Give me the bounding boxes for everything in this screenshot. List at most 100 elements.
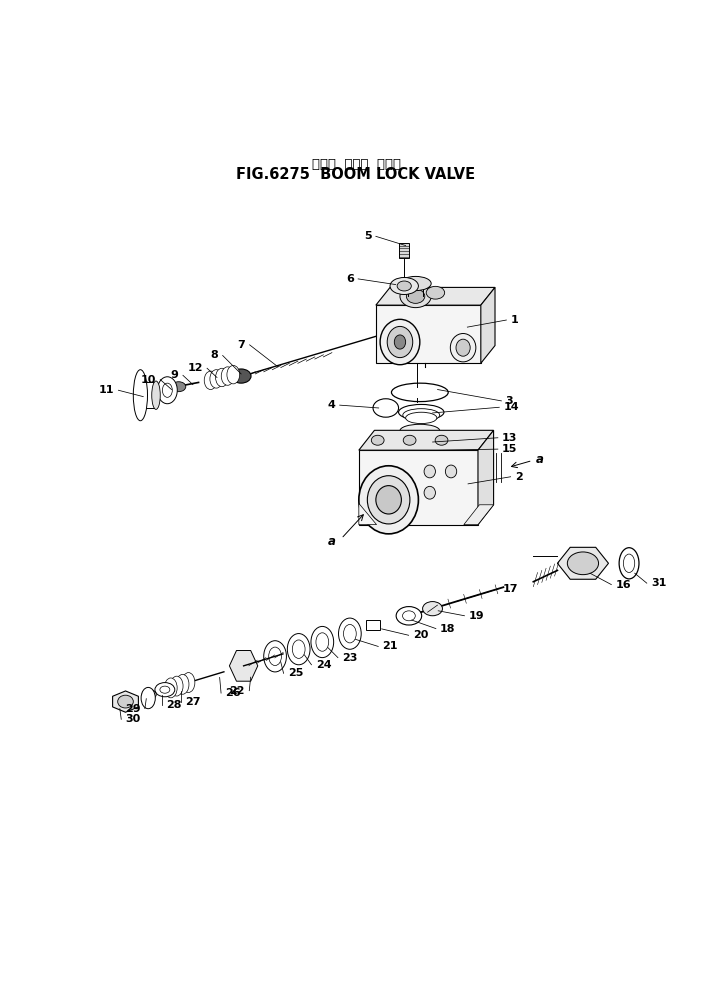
Text: 13: 13	[502, 433, 518, 443]
Text: 21: 21	[382, 642, 398, 652]
Ellipse shape	[182, 673, 195, 692]
Text: 11: 11	[99, 386, 114, 396]
Text: 30: 30	[125, 714, 141, 724]
Polygon shape	[229, 651, 258, 681]
Ellipse shape	[392, 383, 448, 402]
Ellipse shape	[204, 371, 217, 390]
Text: 23: 23	[342, 653, 357, 663]
Bar	[410, 430, 430, 453]
Text: 24: 24	[315, 660, 331, 670]
Text: 3: 3	[506, 396, 513, 405]
Text: 18: 18	[440, 624, 456, 634]
Ellipse shape	[390, 278, 419, 295]
Ellipse shape	[423, 601, 442, 616]
Ellipse shape	[311, 626, 334, 658]
Text: 1: 1	[511, 315, 518, 325]
Ellipse shape	[221, 367, 234, 386]
Polygon shape	[359, 503, 377, 524]
Ellipse shape	[227, 365, 240, 384]
Polygon shape	[464, 504, 493, 524]
Ellipse shape	[402, 441, 438, 460]
Ellipse shape	[450, 333, 476, 362]
Ellipse shape	[170, 676, 183, 696]
Ellipse shape	[133, 370, 147, 420]
Polygon shape	[376, 288, 495, 306]
Ellipse shape	[338, 618, 361, 650]
Ellipse shape	[410, 459, 430, 468]
Ellipse shape	[456, 339, 470, 356]
Ellipse shape	[567, 552, 599, 575]
Text: 14: 14	[503, 403, 519, 412]
Text: a: a	[536, 453, 544, 466]
Text: ブーム  ロック  バルブ: ブーム ロック バルブ	[312, 158, 400, 171]
Polygon shape	[481, 288, 495, 363]
Ellipse shape	[372, 435, 384, 445]
Text: 2: 2	[515, 472, 523, 482]
Text: 22: 22	[229, 685, 245, 695]
Ellipse shape	[394, 335, 406, 349]
Ellipse shape	[157, 377, 177, 404]
Bar	[140, 383, 156, 408]
Ellipse shape	[403, 408, 440, 421]
Text: 15: 15	[502, 444, 518, 454]
Ellipse shape	[162, 383, 172, 398]
Ellipse shape	[400, 424, 440, 437]
Polygon shape	[413, 453, 427, 463]
Ellipse shape	[409, 445, 431, 456]
Text: FIG.6275  BOOM LOCK VALVE: FIG.6275 BOOM LOCK VALVE	[236, 167, 476, 182]
Text: 27: 27	[185, 697, 201, 707]
Ellipse shape	[407, 461, 433, 474]
Ellipse shape	[387, 326, 413, 358]
Text: 8: 8	[211, 350, 219, 361]
Bar	[366, 620, 380, 630]
Ellipse shape	[376, 486, 402, 514]
Ellipse shape	[141, 687, 155, 709]
Text: 5: 5	[364, 231, 372, 241]
Text: 29: 29	[125, 703, 140, 714]
Bar	[376, 306, 481, 363]
Polygon shape	[478, 430, 493, 524]
Ellipse shape	[268, 647, 281, 666]
Ellipse shape	[407, 289, 425, 304]
Polygon shape	[557, 547, 609, 580]
Text: 7: 7	[238, 340, 246, 350]
Ellipse shape	[400, 447, 440, 460]
Ellipse shape	[152, 381, 160, 409]
Ellipse shape	[176, 674, 189, 694]
Polygon shape	[359, 430, 493, 450]
Ellipse shape	[399, 405, 444, 420]
Bar	[399, 243, 409, 257]
Ellipse shape	[380, 319, 420, 365]
Ellipse shape	[142, 689, 156, 699]
Ellipse shape	[619, 548, 639, 579]
Ellipse shape	[172, 382, 186, 392]
Ellipse shape	[400, 276, 431, 291]
Ellipse shape	[164, 678, 177, 698]
Ellipse shape	[216, 368, 229, 387]
Ellipse shape	[117, 695, 133, 708]
Ellipse shape	[397, 281, 412, 291]
Text: a: a	[328, 535, 336, 548]
Ellipse shape	[424, 487, 436, 499]
Text: 17: 17	[503, 584, 518, 593]
Text: 19: 19	[468, 611, 484, 621]
Ellipse shape	[160, 686, 170, 693]
Text: 16: 16	[616, 580, 632, 589]
Text: 4: 4	[328, 401, 335, 410]
Ellipse shape	[403, 435, 416, 445]
Text: 12: 12	[187, 363, 203, 373]
Ellipse shape	[367, 476, 410, 524]
Text: 31: 31	[651, 579, 666, 588]
Bar	[359, 450, 478, 524]
Ellipse shape	[373, 399, 399, 417]
Ellipse shape	[359, 466, 419, 534]
Text: 25: 25	[288, 669, 303, 678]
Ellipse shape	[426, 287, 445, 299]
Ellipse shape	[624, 554, 634, 573]
Polygon shape	[112, 691, 138, 712]
Text: 28: 28	[167, 700, 182, 710]
Ellipse shape	[406, 412, 437, 423]
Ellipse shape	[404, 433, 436, 443]
Ellipse shape	[316, 633, 329, 651]
Text: 26: 26	[225, 688, 241, 698]
